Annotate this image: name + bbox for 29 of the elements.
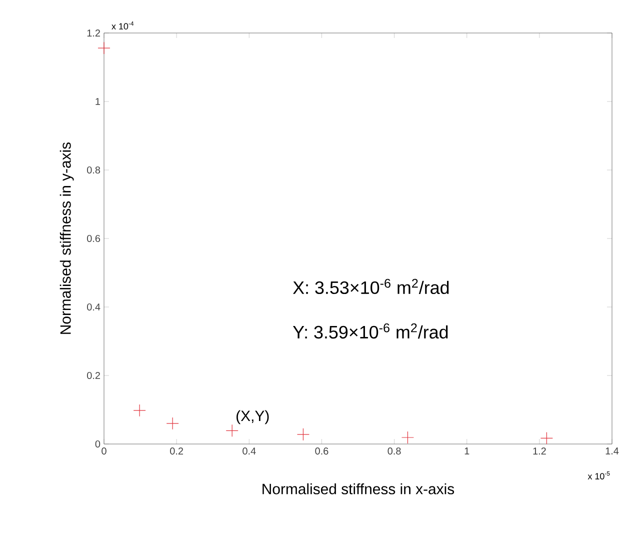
y-tick-label: 0.2: [87, 372, 100, 380]
annotation: X: 3.53×10$^{-6}$ m$^{2}$/rad: [292, 278, 449, 294]
annotation: Y: 3.59×10$^{-6}$ m$^{2}$/rad: [292, 323, 448, 339]
y-axis-title: Normalised stiffness in y-axis: [60, 142, 74, 334]
y-tick-label: 0.6: [87, 234, 100, 242]
annotation: (X,Y): [236, 410, 269, 424]
point: [296, 428, 310, 441]
x-tick-label: 1: [464, 448, 470, 454]
point: [98, 42, 110, 54]
x-tick-label: 0: [102, 448, 106, 455]
point: [166, 417, 179, 430]
x-tick-label: 0.4: [242, 448, 256, 455]
point: [540, 432, 553, 444]
y-tick-label: 1.2: [87, 30, 100, 36]
x-tick-label: 0.2: [170, 448, 184, 455]
text: x 10$^{-5}$: [588, 471, 610, 480]
text: x 10$^{-4}$: [112, 21, 134, 30]
point: [401, 431, 414, 444]
x-tick-label: 0.6: [315, 448, 328, 455]
x-tick-label: 1.2: [533, 448, 546, 454]
x-axis-title: Normalised stiffness in x-axis: [262, 483, 454, 494]
point: [226, 424, 238, 437]
point: [133, 404, 146, 417]
x-tick-label: 0.8: [388, 448, 401, 455]
y-tick-label: 0: [95, 440, 100, 448]
y-tick-label: 0.8: [87, 166, 100, 174]
x-tick-label: 1.4: [606, 448, 619, 454]
y-tick-label: 1: [96, 98, 100, 105]
y-tick-label: 0.4: [87, 303, 100, 311]
